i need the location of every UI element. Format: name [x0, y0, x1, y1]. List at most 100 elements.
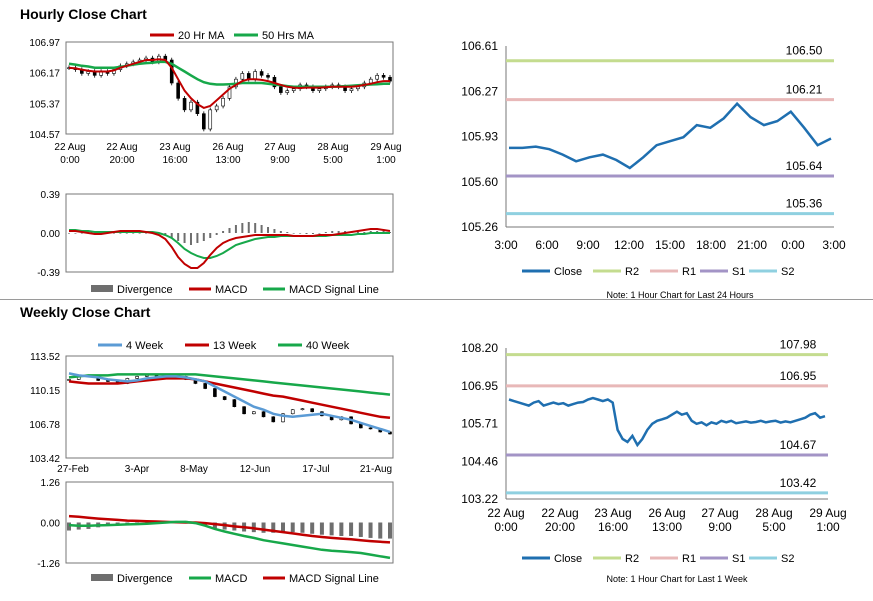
weekly-long-xtick: 22 Aug	[541, 506, 578, 520]
weekly-long-ytick: 104.46	[461, 454, 498, 468]
weekly-price-ytick: 106.78	[29, 420, 60, 431]
hourly-price-xtick: 22 Aug	[54, 142, 85, 153]
hourly-24h-legend-close: Close	[554, 266, 582, 278]
legend-13-week: 13 Week	[213, 340, 257, 352]
hourly-candle	[208, 109, 213, 130]
hourly-candle	[381, 75, 386, 78]
hourly-price-xtick: 29 Aug	[370, 142, 401, 153]
legend-weekly-signal: MACD Signal Line	[289, 573, 379, 585]
hourly-price-xtick: 13:00	[215, 155, 240, 166]
hourly-candle	[375, 75, 379, 80]
weekly-candle	[388, 431, 392, 435]
hourly-divergence-bar	[260, 225, 263, 233]
hourly-divergence-bar	[273, 229, 276, 233]
hourly-macd-ytick: -0.39	[37, 268, 60, 279]
weekly-long-xtick: 13:00	[652, 520, 682, 534]
hourly-divergence-bar	[286, 232, 289, 233]
weekly-divergence-bar	[358, 522, 363, 537]
weekly-candle	[203, 383, 207, 389]
hourly-24h-xtick: 3:00	[494, 238, 518, 252]
hourly-candle	[259, 71, 264, 76]
hourly-macd-ytick: 0.00	[41, 229, 61, 240]
hourly-24h-ytick: 106.27	[461, 84, 498, 98]
hourly-macd-line	[69, 228, 391, 269]
legend-weekly-divergence: Divergence	[117, 573, 173, 585]
weekly-long-legend-close: Close	[554, 553, 582, 565]
weekly-candle	[222, 396, 227, 400]
hourly-candle	[240, 73, 245, 80]
weekly-macd-frame	[65, 481, 394, 564]
weekly-long-xtick: 1:00	[816, 520, 840, 534]
weekly-long-ytick: 106.95	[461, 379, 498, 393]
hourly-price-xtick: 23 Aug	[159, 142, 190, 153]
weekly-price-xtick: 12-Jun	[240, 464, 271, 475]
hourly-divergence-bar	[145, 233, 148, 234]
hourly-divergence-bar	[80, 233, 83, 234]
hourly-divergence-bar	[305, 233, 308, 234]
hourly-candle	[291, 88, 296, 91]
hourly-24h-xtick: 9:00	[576, 238, 600, 252]
legend-hourly-macd: MACD	[215, 284, 247, 296]
weekly-long-xtick: 28 Aug	[755, 506, 792, 520]
weekly-candle	[252, 411, 256, 415]
weekly-candle	[310, 408, 314, 413]
hourly-candle	[266, 75, 270, 78]
weekly-ma40-line	[68, 373, 391, 396]
hourly-divergence-bar	[202, 233, 205, 241]
hourly-divergence-bar	[254, 223, 257, 233]
hourly-price-xtick: 9:00	[270, 155, 290, 166]
hourly-divergence-bar	[119, 233, 122, 234]
hourly-price-ytick: 106.17	[29, 69, 60, 80]
legend-20hr-ma: 20 Hr MA	[178, 30, 225, 42]
weekly-price-xtick: 3-Apr	[125, 464, 150, 475]
hourly-price-xtick: 5:00	[323, 155, 343, 166]
weekly-long-legend-s2: S2	[781, 553, 794, 565]
hourly-price-xtick: 22 Aug	[106, 142, 137, 153]
hourly-24h-xtick: 12:00	[614, 238, 644, 252]
hourly-candle	[285, 90, 290, 93]
hourly-divergence-bar	[196, 233, 199, 243]
hourly-candle	[221, 98, 225, 107]
hourly-candle	[317, 88, 322, 91]
weekly-price-xtick: 27-Feb	[57, 464, 89, 475]
weekly-divergence-bar	[388, 522, 392, 539]
weekly-candle	[290, 409, 295, 415]
hourly-price-xtick: 0:00	[60, 155, 80, 166]
weekly-long-ytick: 108.20	[461, 341, 498, 355]
weekly-divergence-bar	[368, 522, 373, 538]
weekly-price-ytick: 103.42	[29, 454, 60, 465]
weekly-long-xtick: 9:00	[708, 520, 732, 534]
hourly-price-xtick: 16:00	[162, 155, 187, 166]
weekly-long-xtick: 0:00	[494, 520, 518, 534]
hourly-24h-legend-r2: R2	[625, 266, 639, 278]
weekly-candle	[242, 406, 246, 415]
hourly-macd-ytick: 0.39	[41, 190, 61, 201]
hourly-divergence-bar	[331, 231, 334, 233]
weekly-divergence-bar	[290, 522, 295, 533]
weekly-long-level-label: 106.95	[780, 369, 817, 383]
hourly-24h-level-label: 106.50	[786, 44, 823, 58]
hourly-candle	[189, 101, 193, 111]
hourly-price-xtick: 20:00	[109, 155, 134, 166]
hourly-24h-ytick: 105.93	[461, 130, 498, 144]
hourly-24h-xtick: 0:00	[781, 238, 805, 252]
weekly-long-xtick: 20:00	[545, 520, 575, 534]
hourly-divergence-bar	[363, 232, 366, 233]
weekly-long-legend-s1: S1	[732, 553, 745, 565]
hourly-candle	[202, 113, 206, 130]
legend-weekly-macd: MACD	[215, 573, 247, 585]
weekly-long-ytick: 103.22	[461, 492, 498, 506]
weekly-long-legend-r1: R1	[682, 553, 696, 565]
hourly-price-frame	[65, 41, 394, 135]
hourly-24h-level-label: 106.21	[786, 83, 823, 97]
hourly-divergence-bar	[241, 223, 244, 233]
weekly-long-xtick: 29 Aug	[809, 506, 846, 520]
weekly-candle	[271, 416, 276, 423]
hourly-ma50-line	[68, 60, 390, 89]
hourly-24h-ytick: 105.26	[461, 220, 498, 234]
hourly-ma20-line	[68, 58, 390, 109]
hourly-24h-legend-s1: S1	[732, 266, 745, 278]
hourly-divergence-bar	[189, 233, 192, 245]
hourly-24h-xtick: 6:00	[535, 238, 559, 252]
hourly-candle	[176, 82, 180, 99]
